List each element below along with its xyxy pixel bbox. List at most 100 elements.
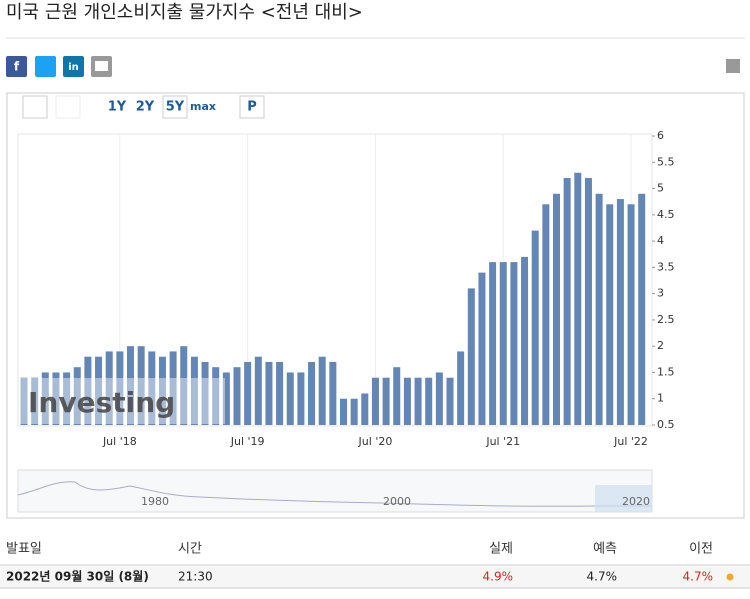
- bar: [116, 351, 124, 425]
- bar: [382, 377, 390, 425]
- line-type-button[interactable]: [55, 95, 81, 119]
- bar: [201, 361, 209, 425]
- range-button[interactable]: 2Y: [136, 100, 155, 115]
- bar: [148, 351, 156, 425]
- table-cell: 4.9%: [483, 570, 514, 584]
- bar: [414, 377, 422, 425]
- toolbar: [22, 95, 265, 119]
- x-tick-label: Jul '19: [230, 435, 265, 448]
- status-dot: [726, 573, 734, 581]
- table-cell: 4.7%: [683, 570, 714, 584]
- email-icon: [95, 61, 108, 71]
- bar-type-button[interactable]: [22, 95, 48, 119]
- y-tick-label: 2: [657, 339, 664, 352]
- y-tick-label: 1.5: [657, 365, 675, 378]
- linkedin-icon: in: [68, 62, 79, 73]
- bar: [595, 193, 603, 425]
- table-row-bg: [0, 566, 750, 588]
- bar: [467, 288, 475, 425]
- table-cell: 21:30: [178, 570, 213, 584]
- bar: [627, 204, 635, 425]
- bar: [425, 377, 433, 425]
- bar: [105, 351, 113, 425]
- bar: [510, 262, 518, 425]
- bar: [371, 377, 379, 425]
- table-cell: 2022년 09월 30일 (8월): [6, 569, 149, 584]
- bar: [638, 193, 646, 425]
- bar: [286, 372, 294, 425]
- bar: [265, 361, 273, 425]
- linkedin-button[interactable]: [63, 56, 84, 77]
- bar: [169, 351, 177, 425]
- bar: [158, 356, 166, 425]
- x-tick-label: Jul '18: [102, 435, 137, 448]
- bar: [403, 377, 411, 425]
- bar: [276, 361, 284, 425]
- range-selected: [162, 95, 188, 119]
- bar: [244, 361, 252, 425]
- range-button[interactable]: 1Y: [108, 100, 127, 115]
- bar: [254, 356, 262, 425]
- bar: [361, 393, 369, 425]
- page-title: 미국 근원 개인소비지출 물가지수 <전년 대비>: [6, 2, 363, 23]
- x-tick-label: Jul '22: [613, 435, 648, 448]
- bar: [233, 367, 241, 425]
- bar: [31, 377, 39, 425]
- y-tick-label: 4: [657, 234, 664, 247]
- bar: [563, 178, 571, 425]
- bar: [127, 346, 134, 425]
- bar: [308, 361, 316, 425]
- bar: [446, 377, 454, 425]
- print-range-button[interactable]: [239, 95, 265, 119]
- bar: [73, 367, 81, 425]
- y-tick-label: 2.5: [657, 313, 675, 326]
- y-tick-label: 3.5: [657, 260, 675, 273]
- bar: [584, 178, 592, 425]
- bar: [95, 356, 103, 425]
- table-header: 이전: [689, 542, 713, 557]
- bar: [63, 372, 71, 425]
- twitter-button[interactable]: [35, 56, 56, 77]
- watermark-brand: Investing: [28, 386, 175, 419]
- navigator: [17, 469, 653, 513]
- table-header: 실제: [489, 542, 513, 557]
- facebook-button[interactable]: [6, 56, 27, 77]
- navigator-window[interactable]: [595, 485, 652, 512]
- chart-frame: [6, 92, 745, 519]
- table-header: 예측: [593, 542, 617, 557]
- bar: [531, 230, 539, 425]
- x-tick-label: Jul '20: [358, 435, 393, 448]
- bar: [521, 256, 529, 425]
- bar: [212, 367, 220, 425]
- navigator-label: 2020: [622, 495, 650, 508]
- y-tick-label: 5.5: [657, 155, 675, 168]
- navigator-label: 1980: [141, 495, 169, 508]
- table-header: 시간: [178, 542, 202, 557]
- y-tick-label: 4.5: [657, 208, 675, 221]
- bar: [41, 372, 49, 425]
- bar: [478, 272, 486, 425]
- bar: [393, 367, 401, 425]
- bar: [574, 172, 582, 425]
- y-tick-label: 0.5: [657, 418, 675, 431]
- y-tick-label: 6: [657, 129, 664, 142]
- y-tick-label: 3: [657, 287, 664, 300]
- bar: [553, 193, 560, 425]
- bar: [489, 262, 497, 425]
- bar: [190, 356, 198, 425]
- bar: [318, 356, 326, 425]
- range-button[interactable]: 5Y: [166, 100, 185, 115]
- bar: [457, 351, 465, 425]
- bar: [606, 204, 614, 425]
- print-button[interactable]: [726, 59, 740, 73]
- range-button[interactable]: max: [190, 100, 216, 113]
- bar: [84, 356, 92, 425]
- bar: [340, 398, 347, 425]
- navigator-frame: [17, 469, 653, 513]
- bar: [20, 377, 28, 425]
- print-range-label: P: [247, 100, 257, 115]
- bar: [222, 372, 230, 425]
- bar: [435, 372, 443, 425]
- bar: [137, 346, 145, 425]
- bar: [297, 372, 305, 425]
